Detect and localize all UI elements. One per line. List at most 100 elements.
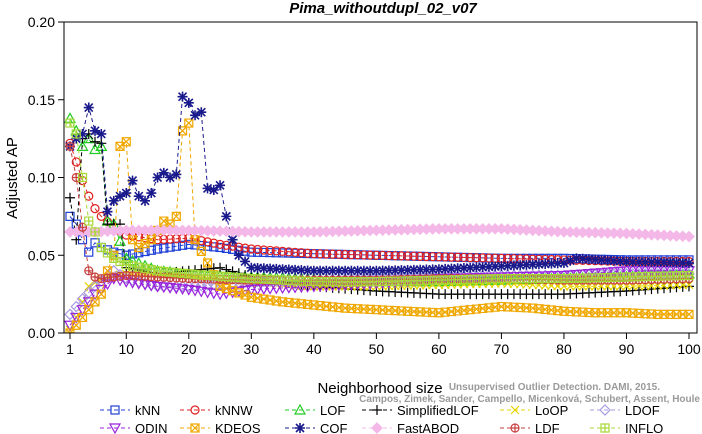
data-point-cof [684,258,694,269]
data-point-kdeos [171,211,181,221]
watermark-line-authors: Campos, Zimek, Sander, Campello, Micenko… [359,394,700,405]
data-point-knnw [334,249,344,259]
data-point-knn [240,246,250,256]
data-point-cof [308,265,319,276]
legend-marker [108,423,122,434]
data-point-cof [658,257,669,268]
data-point-cof [233,250,244,261]
data-point-knn [184,239,194,249]
data-point-knnw [302,248,313,258]
data-point-cof [177,91,188,102]
data-point-cof [558,258,569,269]
data-point-odin [182,284,195,296]
legend-label: LoOP [535,403,568,418]
data-point-simplifiedlof [215,262,226,273]
data-point-cof [471,262,482,273]
data-point-ldf [77,222,88,232]
data-point-odin [601,267,614,279]
data-point-cof [396,265,407,276]
data-point-knnw [378,250,388,261]
data-point-cof [633,256,644,267]
data-point-odin [170,283,183,295]
data-point-cof [652,257,663,268]
data-point-odin [251,284,264,296]
data-point-cof [77,128,88,139]
data-point-knnw [271,246,281,256]
data-point-knnw [196,236,206,246]
data-point-cof [458,263,469,274]
data-point-inflo [684,270,694,281]
y-tick-label: 0.00 [28,325,55,341]
legend-label: LDF [535,421,560,434]
data-point-knnw [90,204,100,214]
y-tick-label: 0.15 [28,92,55,108]
y-axis-title: Adjusted AP [4,137,21,219]
data-point-cof [140,195,151,206]
legend-label: kNNW [215,403,253,418]
data-point-ldf [65,141,75,151]
data-point-cof [508,260,519,271]
data-point-cof [146,188,157,199]
data-point-kdeos [184,118,194,128]
data-point-kdeos [71,320,81,330]
legend-label: ODIN [135,421,168,434]
data-point-kdeos [684,309,694,319]
data-point-odin [614,266,627,278]
legend-label: LDOF [625,403,660,418]
data-point-cof [533,259,544,270]
data-point-cof [621,256,632,267]
data-point-kdeos [202,258,213,268]
data-point-knnw [252,244,263,255]
legend-marker [372,405,382,415]
data-point-odin [245,284,258,296]
data-point-knnw [215,239,225,249]
legend: kNN kNNW LOF SimplifiedLOF LoOP LDOF ODIN KDEOS… [100,403,663,434]
data-point-ldof [189,280,201,292]
data-point-cof [583,254,594,265]
series-inflo [65,118,694,287]
data-point-cof [171,169,182,180]
data-point-cof [265,263,276,274]
data-point-knn [177,240,188,250]
data-point-knnw [71,157,81,167]
data-point-knnw [409,251,419,261]
data-point-cof [577,253,588,264]
data-point-inflo [102,248,113,258]
x-tick-label: 80 [556,341,572,357]
data-point-kdeos [65,328,75,333]
data-point-knnw [471,253,482,263]
data-point-cof [521,259,532,270]
legend-item-knnw: kNNW [180,403,253,418]
data-point-knnw [284,247,294,257]
data-point-cof [671,257,682,268]
x-tick-label: 50 [369,341,385,357]
data-point-cof [421,264,432,275]
data-point-knnw [421,251,431,262]
data-point-knnw [221,240,231,250]
data-point-knnw [465,252,475,263]
data-point-kdeos [84,305,94,315]
data-point-knnw [321,249,331,259]
data-point-knnw [296,248,306,258]
data-point-odin [164,282,177,294]
x-tick-label: 20 [181,341,197,357]
data-point-cof [408,264,419,275]
data-point-simplifiedlof [65,192,75,203]
data-point-knnw [96,211,106,221]
data-point-cof [352,265,363,276]
data-point-ldof [64,308,76,321]
chart-title: Pima_withoutdupl_02_v07 [289,0,477,17]
data-point-ldf [84,266,94,276]
x-axis-title: Neighborhood size [317,380,442,397]
data-point-cof [358,265,369,276]
data-point-cof [496,261,507,272]
data-point-cof [483,261,494,272]
data-point-odin [257,284,270,296]
data-point-cof [221,211,232,222]
data-point-knnw [240,243,250,253]
data-point-knnw [340,249,350,260]
data-point-kdeos [102,266,113,276]
data-point-inflo [90,227,100,237]
data-point-knnw [440,252,450,262]
